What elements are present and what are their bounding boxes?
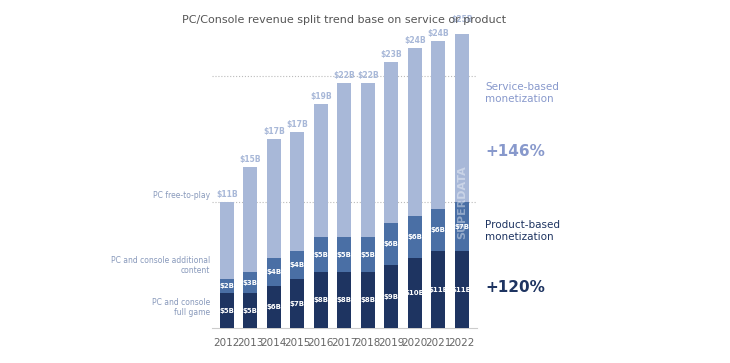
Text: $8B: $8B: [337, 297, 352, 303]
Bar: [361, 237, 375, 272]
Bar: [220, 279, 234, 293]
Bar: [408, 216, 422, 258]
Bar: [267, 258, 281, 286]
Bar: [337, 237, 351, 272]
Text: $6B: $6B: [384, 241, 399, 247]
Bar: [431, 41, 445, 209]
Text: PC free-to-play: PC free-to-play: [153, 191, 210, 200]
Bar: [267, 286, 281, 328]
Bar: [243, 293, 258, 328]
Bar: [455, 251, 469, 328]
Bar: [384, 265, 399, 328]
Text: $5B: $5B: [220, 308, 234, 314]
Text: +120%: +120%: [485, 280, 545, 295]
Text: $24B: $24B: [428, 29, 449, 38]
Text: $7B: $7B: [454, 224, 469, 230]
Text: $4B: $4B: [290, 262, 305, 268]
Text: $11B: $11B: [452, 287, 472, 293]
Text: $17B: $17B: [263, 127, 285, 136]
Text: $19B: $19B: [310, 92, 331, 101]
Bar: [337, 83, 351, 237]
Text: $10B: $10B: [405, 290, 425, 296]
Text: $22B: $22B: [357, 72, 379, 80]
Bar: [408, 48, 422, 216]
Text: $6B: $6B: [431, 227, 446, 233]
Bar: [431, 251, 445, 328]
Bar: [291, 279, 304, 328]
Text: $2B: $2B: [220, 283, 234, 289]
Bar: [314, 272, 328, 328]
Bar: [314, 104, 328, 237]
Text: $9B: $9B: [384, 294, 399, 300]
Text: $15B: $15B: [239, 155, 261, 164]
Text: $22B: $22B: [334, 72, 356, 80]
Text: $5B: $5B: [243, 308, 258, 314]
Bar: [291, 251, 304, 279]
Text: $4B: $4B: [266, 269, 282, 275]
Bar: [243, 167, 258, 272]
Text: PC and console
full game: PC and console full game: [153, 298, 210, 317]
Text: $3B: $3B: [243, 280, 258, 286]
Bar: [455, 202, 469, 251]
Title: PC/Console revenue split trend base on service or product: PC/Console revenue split trend base on s…: [182, 15, 507, 25]
Text: $17B: $17B: [286, 121, 308, 129]
Bar: [220, 293, 234, 328]
Text: $8B: $8B: [313, 297, 329, 303]
Text: $11B: $11B: [429, 287, 448, 293]
Text: $8B: $8B: [361, 297, 375, 303]
Bar: [361, 83, 375, 237]
Bar: [243, 272, 258, 293]
Bar: [384, 62, 399, 223]
Bar: [431, 209, 445, 251]
Text: $5B: $5B: [337, 252, 352, 258]
Text: SUPERDATA: SUPERDATA: [457, 165, 466, 239]
Text: Product-based
monetization: Product-based monetization: [485, 220, 560, 242]
Text: +146%: +146%: [485, 144, 545, 159]
Text: $6B: $6B: [407, 234, 422, 240]
Bar: [291, 132, 304, 251]
Bar: [455, 27, 469, 202]
Bar: [337, 272, 351, 328]
Bar: [314, 237, 328, 272]
Text: $5B: $5B: [361, 252, 375, 258]
Bar: [384, 223, 399, 265]
Bar: [267, 139, 281, 258]
Text: $11B: $11B: [216, 191, 238, 199]
Text: $24B: $24B: [404, 36, 426, 45]
Text: PC and console additional
content: PC and console additional content: [111, 256, 210, 275]
Text: $25B: $25B: [451, 15, 472, 24]
Text: $5B: $5B: [313, 252, 329, 258]
Bar: [220, 202, 234, 279]
Bar: [361, 272, 375, 328]
Text: $23B: $23B: [380, 50, 402, 59]
Bar: [408, 258, 422, 328]
Text: Service-based
monetization: Service-based monetization: [485, 82, 559, 104]
Text: $7B: $7B: [290, 301, 305, 307]
Text: $6B: $6B: [266, 304, 281, 310]
